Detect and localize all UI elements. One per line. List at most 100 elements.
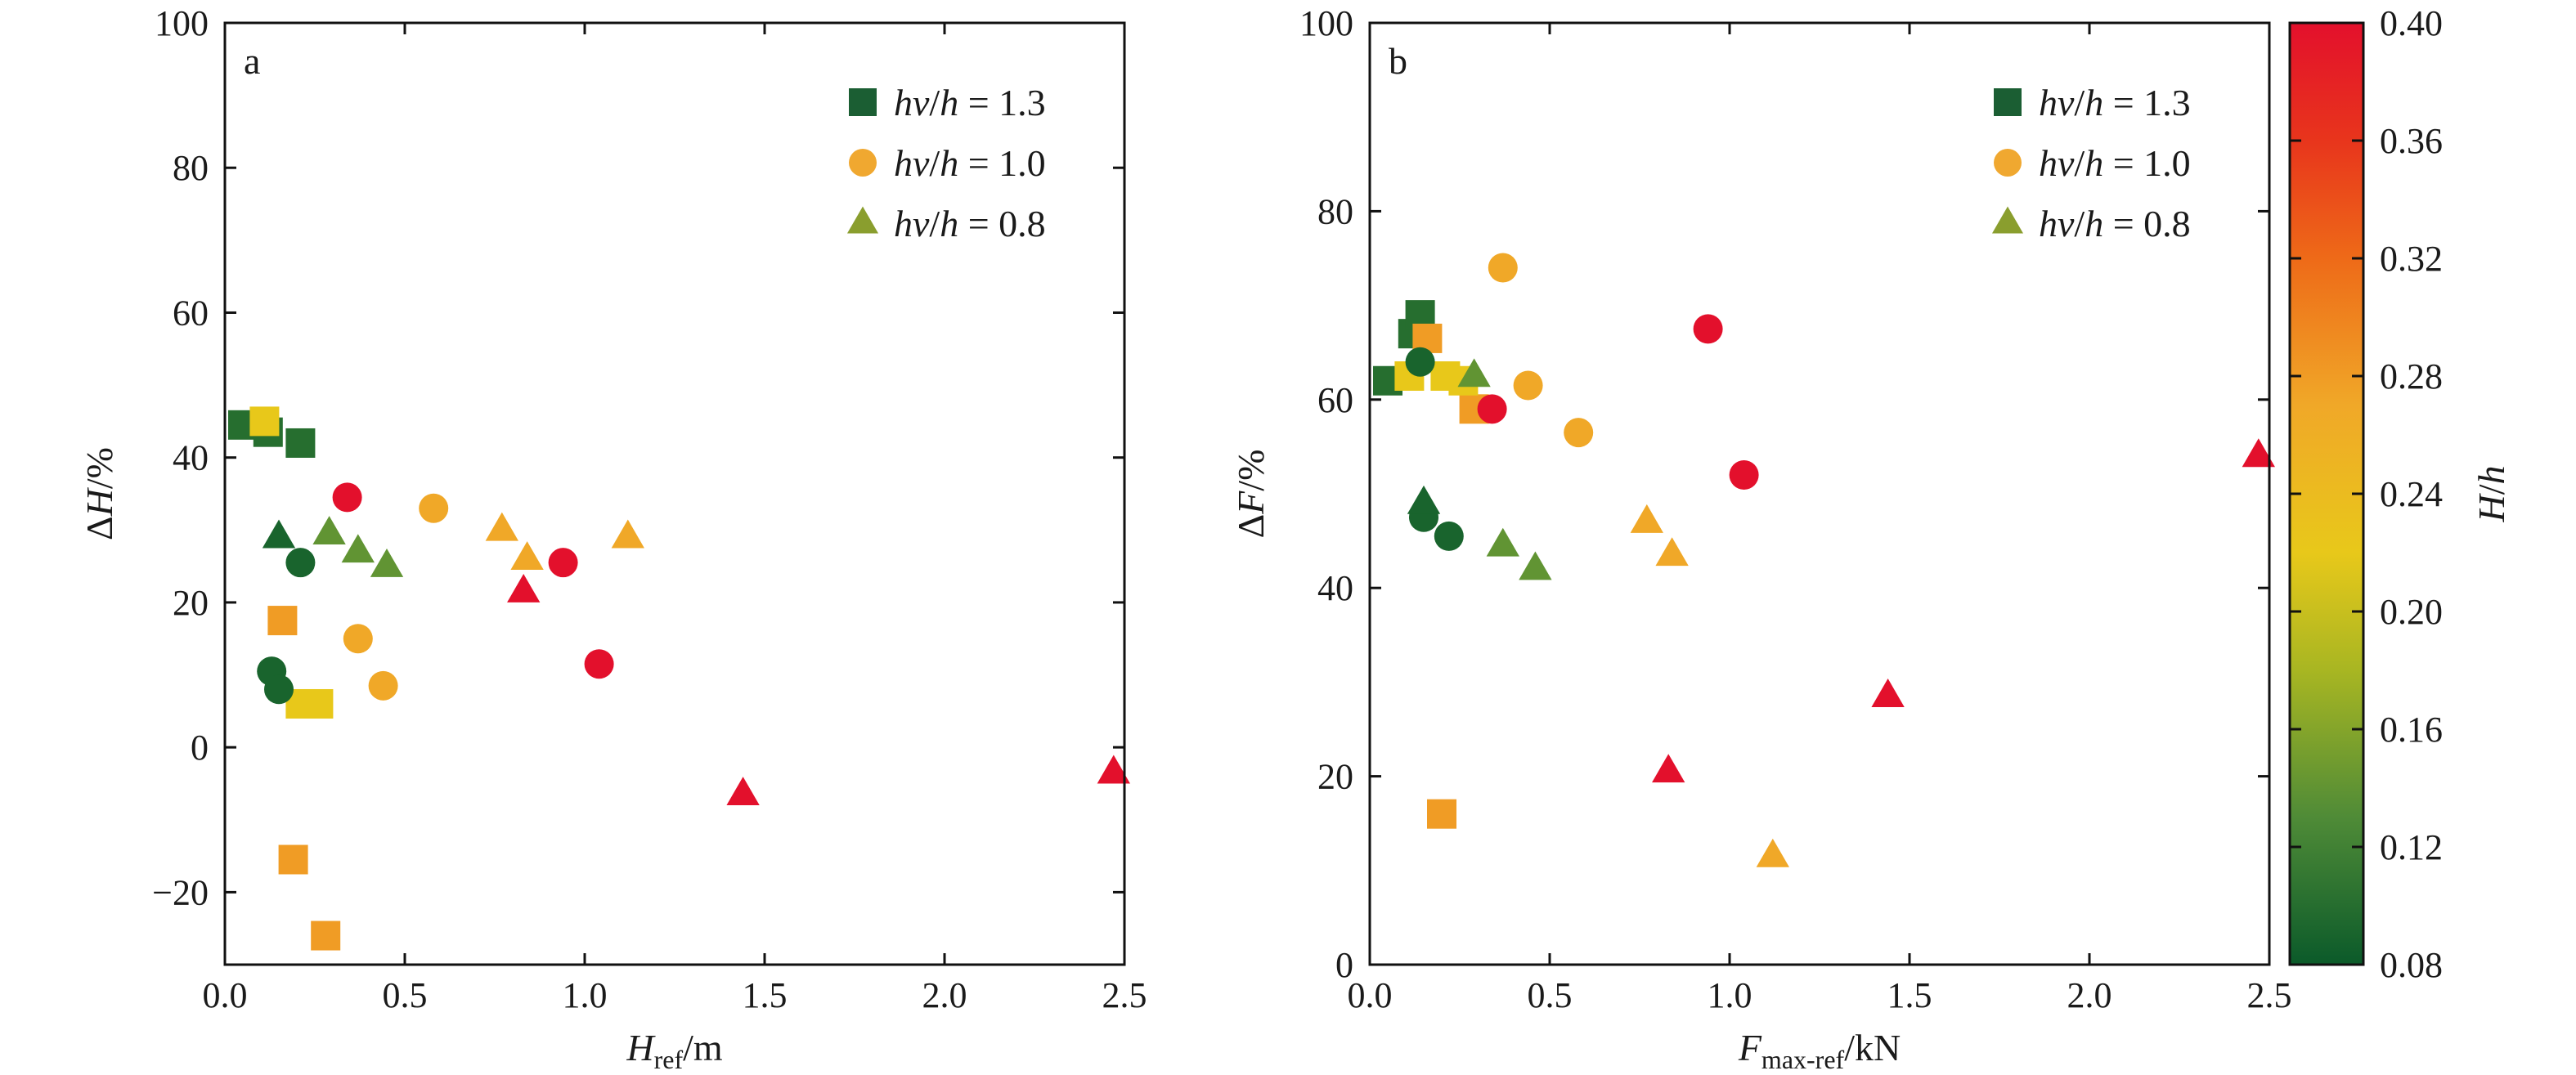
panel-b-point-hv-0-8-8 xyxy=(1652,754,1685,783)
panel-b-point-hv-0-8-6 xyxy=(1655,537,1689,567)
colorbar-tick-label: 0.12 xyxy=(2380,827,2443,867)
panel-a-legend-label-hv-1-0: hv/h = 1.0 xyxy=(894,142,1046,184)
colorbar-tick-label: 0.08 xyxy=(2380,945,2443,985)
colorbar-tick-label: 0.36 xyxy=(2380,121,2443,161)
panel-b-point-hv-0-8-5 xyxy=(1630,504,1663,533)
panel-a-x-axis-label-subscript: ref xyxy=(654,1045,684,1074)
panel-a-point-hv-0-8-10 xyxy=(1097,755,1130,784)
panel-a-legend-label-part: h xyxy=(940,203,958,244)
panel-a-y-axis-label: ΔH/% xyxy=(79,447,120,540)
panel-b-legend-label-part: = 0.8 xyxy=(2103,203,2190,244)
panel-b-x-tick-label: 0.5 xyxy=(1528,975,1573,1015)
panel-a-legend-marker-hv-0-8 xyxy=(846,206,879,234)
colorbar-label-symbol: H xyxy=(2471,493,2512,523)
panel-b-y-axis-label-delta: Δ xyxy=(1230,514,1272,539)
panel-b-x-axis-label-subscript: max-ref xyxy=(1761,1045,1845,1074)
panel-b-legend-label-part: h xyxy=(2085,142,2103,184)
panel-b-y-tick-label: 40 xyxy=(1317,568,1353,608)
panel-b-point-hv-0-8-3 xyxy=(1486,527,1519,557)
panel-a-x-tick-label: 0.5 xyxy=(383,975,428,1015)
panel-b-point-hv-0-8-7 xyxy=(1756,838,1789,867)
panel-a-x-tick-label: 1.0 xyxy=(563,975,608,1015)
panel-b-x-axis-label-unit: /kN xyxy=(1844,1027,1901,1068)
panel-a-legend-label-part: = 1.3 xyxy=(958,82,1045,123)
panel-b-legend-marker-hv-1-3 xyxy=(1994,88,2022,116)
panel-b-x-tick-label: 2.5 xyxy=(2247,975,2292,1015)
panel-a-legend-label-part: hv xyxy=(894,142,930,184)
panel-a-point-hv-1-0-2 xyxy=(264,674,294,705)
panel-a-markers xyxy=(228,406,1130,951)
panel-b-point-hv-1-0-6 xyxy=(1564,418,1594,448)
colorbar-ticks: 0.08 0.12 0.16 0.20 0.24 0.28 0.32 0.36 0.40 xyxy=(2290,3,2443,985)
panel-a-x-tick-label: 2.0 xyxy=(922,975,967,1015)
panel-a-y-tick-label: 80 xyxy=(173,148,209,188)
panel-b-y-axis-label-symbol: F xyxy=(1230,490,1272,515)
colorbar-tick-label: 0.20 xyxy=(2380,592,2443,632)
panel-a-point-hv-1-0-8 xyxy=(548,548,578,578)
panel-a-point-hv-1-3-5 xyxy=(267,606,298,636)
panel-b-y-tick-label: 60 xyxy=(1317,380,1353,420)
panel-a-legend-label-part: = 1.0 xyxy=(958,142,1045,184)
panel-b-legend-label-part: hv xyxy=(2039,82,2075,123)
colorbar-label-slash: / xyxy=(2471,484,2512,495)
panel-a-point-hv-0-8-5 xyxy=(485,512,518,541)
panel-a-point-hv-0-8-9 xyxy=(726,777,760,806)
panel-b-plot-frame xyxy=(1368,21,2271,966)
panel-b-point-hv-1-0-7 xyxy=(1477,394,1507,424)
panel-b-legend-marker-hv-0-8 xyxy=(1991,206,2024,234)
panel-a-y-tick-label: 40 xyxy=(173,438,209,478)
panel-a-point-hv-1-3-9 xyxy=(303,688,334,719)
panel-b-legend-marker-hv-1-0 xyxy=(1994,149,2022,177)
panel-a-letter: a xyxy=(244,40,260,82)
panel-a: 0.0 0.5 1.0 1.5 2.0 2.5 −20 0 20 40 60 80 100 a Href… xyxy=(79,3,1147,1074)
panel-a-x-axis-label: Href/m xyxy=(626,1027,723,1074)
panel-a-y-tick-label: −20 xyxy=(152,872,209,912)
colorbar-tick-label: 0.40 xyxy=(2380,3,2443,43)
panel-a-legend-label-hv-0-8: hv/h = 0.8 xyxy=(894,203,1046,244)
panel-a-legend-marker-hv-1-0 xyxy=(849,149,877,177)
panel-b-point-hv-1-0-8 xyxy=(1693,314,1723,344)
colorbar-label-symbol-2: h xyxy=(2471,465,2512,484)
panel-a-point-hv-1-0-4 xyxy=(343,624,373,654)
panel-b-legend-label-hv-1-3: hv/h = 1.3 xyxy=(2039,82,2191,123)
panel-b-x-axis-label-symbol: F xyxy=(1738,1027,1762,1068)
panel-b-point-hv-1-3-6 xyxy=(1427,799,1456,829)
panel-a-legend: hv/h = 1.3hv/h = 1.0hv/h = 0.8 xyxy=(846,82,1046,244)
panel-b-markers xyxy=(1373,253,2275,867)
panel-b-letter: b xyxy=(1389,40,1407,82)
panel-a-x-axis-label-symbol: H xyxy=(626,1027,656,1068)
panel-b-legend-label-part: h xyxy=(2085,203,2103,244)
panel-b-x-axis-label: Fmax-ref/kN xyxy=(1738,1027,1901,1074)
panel-a-legend-label-part: / xyxy=(929,142,940,184)
panel-a-point-hv-1-3-7 xyxy=(249,406,280,437)
colorbar: 0.08 0.12 0.16 0.20 0.24 0.28 0.32 0.36 0.40 H/h xyxy=(2288,3,2512,985)
panel-b-legend-label-part: = 1.3 xyxy=(2103,82,2190,123)
panel-b-x-tick-label: 2.0 xyxy=(2067,975,2112,1015)
colorbar-tick-label: 0.32 xyxy=(2380,239,2443,279)
panel-a-legend-label-part: h xyxy=(940,142,958,184)
panel-a-ticks: 0.0 0.5 1.0 1.5 2.0 2.5 −20 0 20 40 60 80 100 xyxy=(152,3,1147,1015)
panel-b-point-hv-1-0-4 xyxy=(1488,253,1518,283)
panel-a-legend-label-hv-1-3: hv/h = 1.3 xyxy=(894,82,1046,123)
panel-a-legend-label-part: h xyxy=(940,82,958,123)
panel-b-y-tick-label: 80 xyxy=(1317,191,1353,231)
panel-a-point-hv-0-8-2 xyxy=(312,516,346,545)
panel-b: 0.0 0.5 1.0 1.5 2.0 2.5 0 20 40 60 80 100 b Fmax-re… xyxy=(1230,3,2292,1074)
panel-b-point-hv-1-0-9 xyxy=(1729,459,1759,490)
panel-a-legend-label-part: hv xyxy=(894,82,930,123)
panel-a-plot-frame xyxy=(223,21,1126,966)
panel-b-legend-label-part: hv xyxy=(2039,142,2075,184)
panel-a-point-hv-1-0-9 xyxy=(584,649,614,679)
panel-a-point-hv-1-3-4 xyxy=(278,844,308,875)
panel-b-ticks: 0.0 0.5 1.0 1.5 2.0 2.5 0 20 40 60 80 100 xyxy=(1299,3,2292,1015)
panel-a-x-tick-label: 2.5 xyxy=(1102,975,1147,1015)
panel-a-y-axis-label-symbol: H xyxy=(79,486,120,517)
panel-a-point-hv-1-0-5 xyxy=(368,670,398,701)
panel-b-legend-label-hv-0-8: hv/h = 0.8 xyxy=(2039,203,2191,244)
panel-a-point-hv-0-8-7 xyxy=(611,519,644,549)
panel-a-point-hv-1-3-6 xyxy=(311,920,341,951)
panel-a-legend-label-part: / xyxy=(929,82,940,123)
colorbar-tick-label: 0.28 xyxy=(2380,356,2443,396)
panel-a-point-hv-0-8-4 xyxy=(370,548,404,577)
